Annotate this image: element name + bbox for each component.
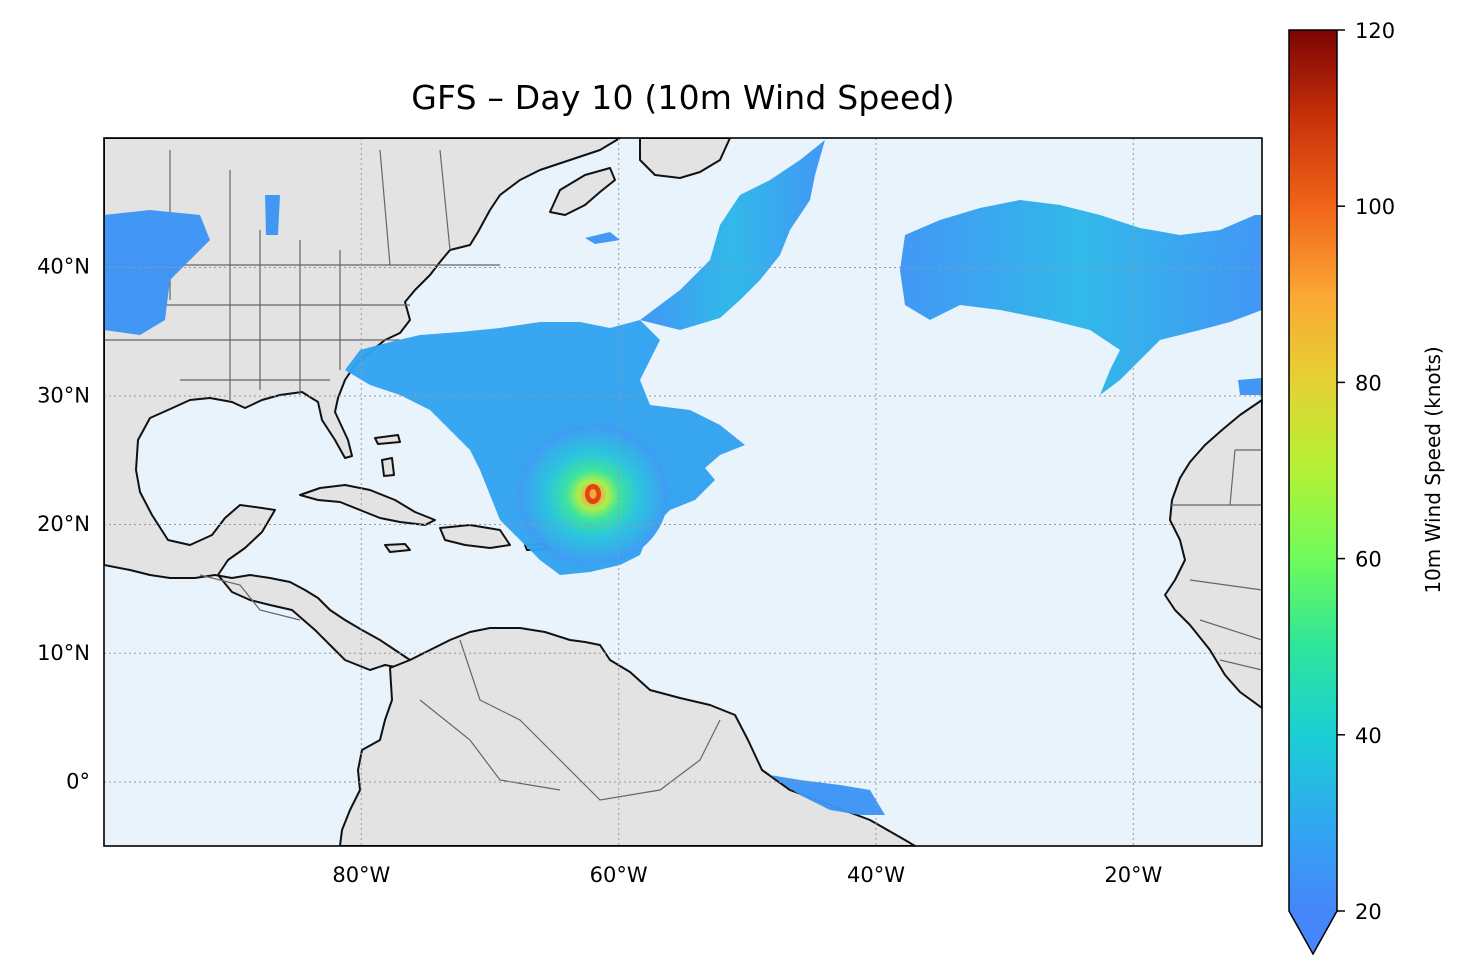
land-hispaniola (439, 524, 511, 549)
colorbar-ticks: 20 40 60 80 100 120 (1337, 19, 1395, 924)
lat-tick-label: 0° (66, 770, 90, 794)
land-africa (1164, 399, 1262, 709)
wind-region-small-blob (585, 232, 620, 244)
colorbar-extend-min-triangle (1289, 911, 1337, 954)
lat-tick-label: 20°N (37, 512, 90, 536)
colorbar-label: 10m Wind Speed (knots) (1421, 346, 1445, 593)
lon-tick-label: 80°W (332, 863, 390, 887)
colorbar-tick-label: 80 (1355, 371, 1382, 395)
colorbar: 20 40 60 80 100 120 10m Wind Speed (knots) (1288, 19, 1445, 956)
wind-region-eastern-atlantic-band (900, 200, 1262, 395)
gridlines (104, 138, 1262, 846)
wind-region-central-us (104, 210, 210, 335)
lat-tick-label: 30°N (37, 383, 90, 407)
wind-speed-field (104, 140, 1262, 815)
colorbar-tick-label: 60 (1355, 548, 1382, 572)
colorbar-gradient (1289, 30, 1337, 911)
chart-title: GFS – Day 10 (10m Wind Speed) (411, 78, 955, 117)
longitude-labels: 80°W 60°W 40°W 20°W (332, 863, 1162, 887)
latitude-labels: 40°N 30°N 20°N 10°N 0° (37, 255, 90, 794)
land-greenland (639, 138, 731, 179)
lon-tick-label: 60°W (590, 863, 648, 887)
land-south-america (339, 627, 916, 846)
colorbar-tick-label: 20 (1355, 900, 1382, 924)
wind-region-canary-blob (1238, 378, 1262, 395)
land-newfoundland (549, 167, 616, 216)
lat-tick-label: 40°N (37, 255, 90, 279)
lat-tick-label: 10°N (37, 641, 90, 665)
wind-region-equatorial (770, 775, 885, 815)
map-frame (103, 137, 1263, 847)
colorbar-tick-label: 120 (1355, 19, 1395, 43)
lon-tick-label: 40°W (847, 863, 905, 887)
lon-tick-label: 20°W (1104, 863, 1162, 887)
wind-region-northeast-band (640, 140, 825, 330)
land-cuba (299, 484, 436, 526)
land-jamaica (384, 543, 411, 553)
colorbar-outline (1288, 29, 1338, 956)
colorbar-tick-label: 40 (1355, 724, 1382, 748)
colorbar-tick-label: 100 (1355, 195, 1395, 219)
land-north-america (104, 138, 621, 671)
wind-region-great-lakes (265, 195, 280, 235)
land-bahamas (374, 434, 401, 477)
